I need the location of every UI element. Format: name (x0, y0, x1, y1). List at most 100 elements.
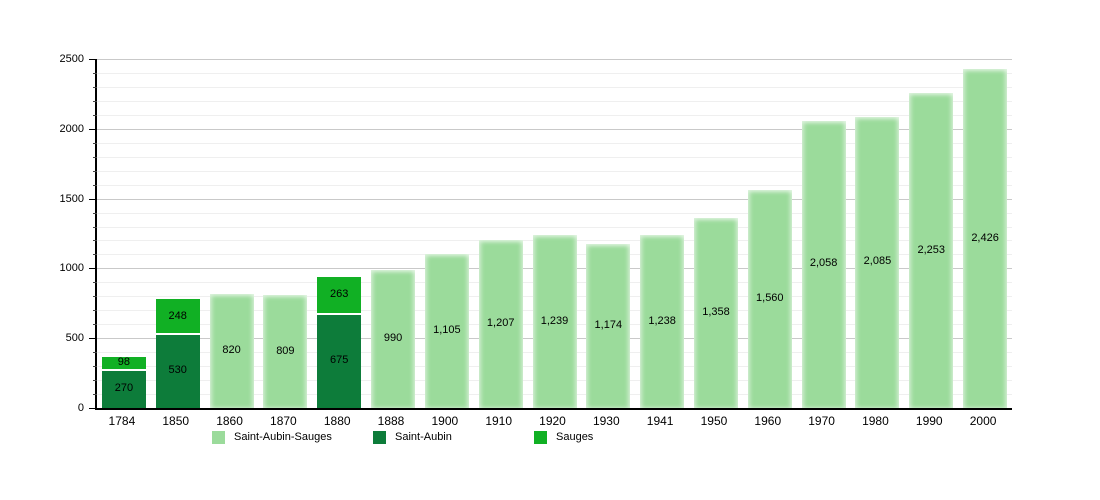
legend-item: Sauges (534, 430, 695, 444)
bar-value-label: 990 (383, 331, 403, 344)
x-axis-label: 1970 (808, 414, 835, 428)
y-axis-tick (93, 380, 97, 382)
x-axis-label: 1860 (216, 414, 243, 428)
bar-value-label: 2,253 (917, 243, 946, 256)
bar-value-label: 809 (276, 344, 295, 357)
bar-value-label: 270 (114, 382, 134, 395)
y-axis-tick (93, 226, 97, 228)
y-axis-tick (93, 72, 97, 74)
y-axis-tick (89, 408, 97, 409)
segment-separator (317, 312, 362, 315)
bar-value-label: 2,085 (863, 255, 892, 268)
bar-segment (155, 299, 200, 335)
bar-segment (693, 218, 738, 408)
bar-segment (209, 293, 254, 408)
gridline-minor (97, 212, 1012, 214)
gridline-major (97, 128, 1012, 130)
gridline-minor (97, 156, 1012, 158)
bar-value-label: 530 (168, 364, 187, 377)
y-axis-tick (93, 254, 97, 256)
x-axis-label: 1990 (915, 414, 943, 428)
legend-label: Saint-Aubin-Sauges (234, 431, 332, 443)
x-axis-label: 1880 (323, 414, 351, 428)
y-axis-tick (93, 324, 97, 326)
y-axis-label: 2500 (59, 53, 84, 65)
bar-value-label: 1,560 (756, 292, 784, 305)
bar-segment (317, 313, 362, 408)
y-axis-tick (93, 296, 97, 298)
y-axis-tick (89, 128, 97, 130)
x-axis-label: 1950 (700, 414, 728, 428)
y-axis-tick (93, 394, 97, 396)
y-axis-tick (93, 100, 97, 102)
y-axis-tick (93, 282, 97, 284)
y-axis-label: 500 (65, 332, 84, 345)
bar-value-label: 2,426 (971, 231, 999, 244)
y-axis-tick (93, 142, 97, 144)
bar-segment (371, 269, 416, 408)
bar-value-label: 248 (168, 309, 187, 322)
bar-value-label: 1,238 (648, 314, 676, 327)
y-axis-tick (89, 338, 97, 340)
x-axis-label: 1900 (431, 414, 459, 428)
gridline-major (97, 198, 1012, 200)
y-axis-tick (93, 86, 97, 88)
bar-segment (101, 356, 146, 371)
bar-segment (155, 334, 200, 408)
x-axis-label: 1784 (108, 414, 136, 428)
y-axis-tick (89, 268, 97, 270)
gridline-minor (97, 142, 1012, 144)
chart-legend: Saint-Aubin-Sauges Saint-Aubin Sauges (212, 430, 695, 444)
y-axis-tick (93, 212, 97, 214)
bar-segment (909, 93, 954, 408)
gridline-minor (97, 170, 1012, 172)
legend-swatch (373, 430, 386, 444)
bar-value-label: 98 (117, 356, 131, 369)
bar-value-label: 820 (222, 343, 241, 356)
legend-item: Saint-Aubin (373, 430, 534, 444)
x-axis-label: 2000 (969, 414, 997, 428)
y-axis-tick (93, 156, 97, 158)
x-axis-label: 1980 (862, 414, 889, 428)
y-axis-tick (93, 114, 97, 116)
bar-segment (101, 370, 146, 408)
x-axis-label: 1850 (162, 414, 190, 428)
x-axis-label: 1910 (485, 414, 513, 428)
y-axis-tick (93, 184, 97, 186)
bar-value-label: 1,358 (702, 306, 730, 319)
bar-value-label: 2,058 (809, 257, 838, 270)
bar-value-label: 675 (330, 353, 349, 366)
bar-value-label: 1,207 (486, 316, 515, 329)
segment-separator (101, 369, 146, 372)
bar-segment (747, 190, 792, 408)
gridline-minor (97, 86, 1012, 88)
gridline-minor (97, 72, 1012, 74)
bar-segment (532, 235, 577, 408)
bar-segment (586, 244, 631, 408)
y-axis-tick (89, 59, 97, 60)
y-axis-label: 2000 (59, 122, 84, 135)
legend-label: Sauges (556, 431, 594, 443)
bar-segment (801, 120, 846, 408)
bar-segment (478, 239, 523, 408)
bar-segment (317, 277, 362, 314)
bar-segment (855, 116, 900, 408)
y-axis-tick (93, 366, 97, 368)
x-axis-label: 1941 (646, 414, 674, 428)
legend-swatch (534, 430, 547, 444)
gridline-minor (97, 114, 1012, 116)
y-axis-label: 0 (77, 402, 84, 414)
gridline-minor (97, 100, 1012, 102)
x-axis-label: 1960 (754, 414, 782, 428)
y-axis-tick (93, 352, 97, 354)
bar-value-label: 1,174 (594, 319, 623, 332)
bar-segment (963, 69, 1008, 408)
bar-value-label: 1,239 (540, 314, 569, 327)
plot-area: 270 98 530 248 820 809 675 263 990 1,105 1,207 1,23… (89, 59, 1012, 410)
bar-value-label: 263 (330, 288, 349, 301)
legend-swatch (212, 430, 225, 444)
x-axis-label: 1888 (377, 414, 405, 428)
y-axis-label: 1500 (59, 192, 84, 205)
bar-segment (640, 235, 685, 408)
